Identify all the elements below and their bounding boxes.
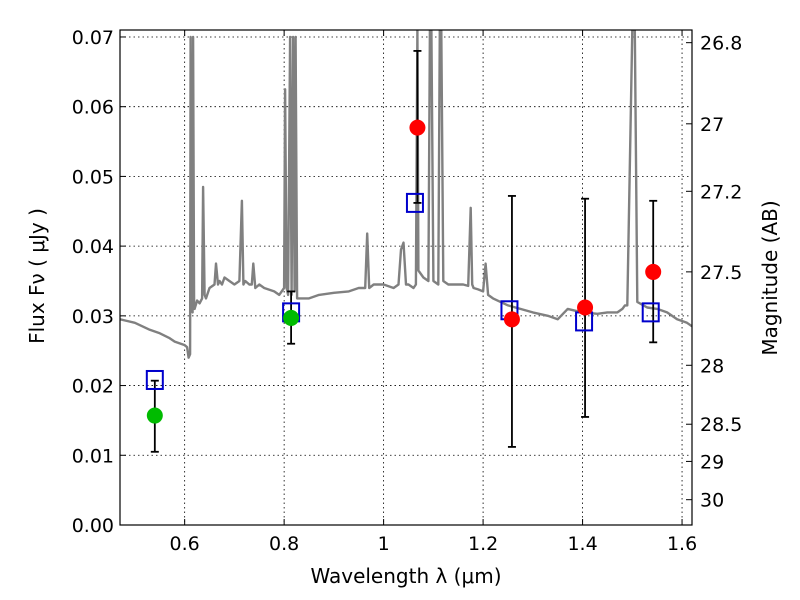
y2-tick-label: 27	[700, 114, 724, 136]
y-tick-label: 0.05	[72, 166, 114, 188]
observed-point-marker	[645, 263, 662, 280]
x-tick-label: 1	[378, 533, 390, 555]
x-tick-label: 1.2	[468, 533, 498, 555]
x-tick-label: 1.4	[567, 533, 597, 555]
observed-photometry-markers	[146, 119, 662, 424]
observed-point-marker	[409, 119, 426, 136]
y2-tick-label: 27.5	[700, 262, 742, 284]
synthetic-photometry-markers	[145, 192, 660, 390]
y2-axis-title: Magnitude (AB)	[758, 200, 782, 355]
observed-point-marker	[503, 311, 520, 328]
synthetic-point-marker	[405, 192, 424, 213]
observed-point-marker	[577, 299, 594, 316]
spectrum-line	[120, 30, 692, 359]
y-tick-label: 0.07	[72, 27, 114, 49]
y2-tick-labels: 26.8 27 27.2 27.5 28 28.5 29 30	[700, 33, 742, 512]
y2-tick-label: 28.5	[700, 414, 742, 436]
y2-tick-label: 27.2	[700, 181, 742, 203]
y-tick-label: 0.00	[72, 515, 114, 537]
x-tick-label: 0.8	[269, 533, 299, 555]
synthetic-point-marker	[145, 369, 164, 390]
x-tick-labels: 0.6 0.8 1 1.2 1.4 1.6	[170, 533, 698, 555]
observed-point-marker	[283, 309, 300, 326]
plot-frame	[119, 29, 693, 526]
synthetic-point-marker	[641, 302, 660, 323]
spectrum-layer	[120, 30, 692, 359]
x-axis-title: Wavelength λ (μm)	[310, 564, 501, 588]
y2-tick-label: 29	[700, 451, 724, 473]
x-tick-label: 1.6	[667, 533, 697, 555]
observed-point-marker	[146, 407, 163, 424]
y-tick-label: 0.06	[72, 97, 114, 119]
y2-tick-label: 26.8	[700, 33, 742, 55]
y2-tick-label: 30	[700, 490, 724, 512]
y-tick-label: 0.01	[72, 445, 114, 467]
y-tick-label: 0.02	[72, 376, 114, 398]
y-axis-title: Flux Fν ( μJy )	[25, 208, 49, 344]
y-tick-label: 0.04	[72, 236, 114, 258]
axis-ticks	[120, 30, 692, 526]
y-tick-labels: 0.00 0.01 0.02 0.03 0.04 0.05 0.06 0.07	[72, 27, 114, 537]
x-tick-label: 0.6	[170, 533, 200, 555]
y2-tick-label: 28	[700, 355, 724, 377]
y-tick-label: 0.03	[72, 306, 114, 328]
